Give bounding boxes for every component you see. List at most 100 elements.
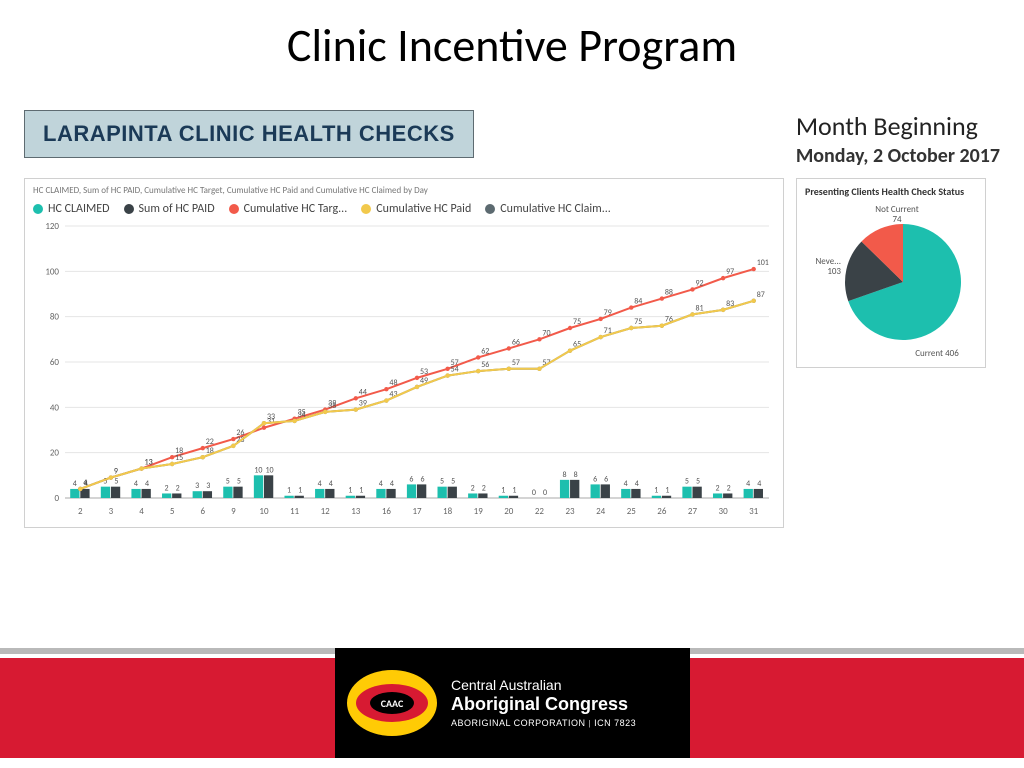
- combo-chart-svg: 0204060801001202345691011121316171819202…: [33, 220, 777, 520]
- svg-text:18: 18: [443, 506, 453, 517]
- svg-text:2: 2: [176, 483, 180, 493]
- svg-text:44: 44: [359, 387, 367, 397]
- svg-text:1: 1: [512, 486, 516, 496]
- svg-text:62: 62: [481, 346, 489, 356]
- svg-text:8: 8: [574, 470, 578, 480]
- svg-text:13: 13: [145, 458, 153, 468]
- footer-line2: Aboriginal Congress: [451, 694, 636, 715]
- svg-text:57: 57: [512, 358, 520, 368]
- svg-text:1: 1: [501, 486, 505, 496]
- svg-text:4: 4: [390, 479, 394, 489]
- svg-text:38: 38: [328, 401, 336, 411]
- caac-logo-icon: CAAC: [347, 670, 437, 736]
- svg-text:75: 75: [573, 317, 581, 327]
- svg-text:4: 4: [746, 479, 750, 489]
- svg-text:5: 5: [685, 477, 689, 487]
- svg-text:4: 4: [757, 479, 761, 489]
- svg-text:17: 17: [412, 506, 422, 517]
- svg-text:23: 23: [565, 506, 575, 517]
- svg-text:8: 8: [562, 470, 566, 480]
- svg-text:2: 2: [165, 483, 169, 493]
- footer-line1: Central Australian: [451, 677, 636, 693]
- month-block: Month Beginning Monday, 2 October 2017: [796, 110, 1000, 168]
- svg-text:10: 10: [254, 465, 262, 475]
- clinic-title: LARAPINTA CLINIC HEALTH CHECKS: [43, 121, 455, 146]
- svg-text:10: 10: [265, 465, 273, 475]
- svg-text:4: 4: [635, 479, 639, 489]
- svg-text:19: 19: [474, 506, 484, 517]
- svg-text:66: 66: [512, 337, 520, 347]
- svg-text:3: 3: [109, 506, 114, 517]
- svg-text:33: 33: [267, 412, 275, 422]
- svg-text:6: 6: [409, 474, 413, 484]
- svg-text:4: 4: [329, 479, 333, 489]
- svg-text:6: 6: [604, 474, 608, 484]
- svg-text:16: 16: [382, 506, 392, 517]
- svg-text:79: 79: [604, 308, 612, 318]
- svg-text:100: 100: [45, 266, 59, 277]
- svg-text:1: 1: [348, 486, 352, 496]
- svg-text:70: 70: [542, 328, 550, 338]
- month-date: Monday, 2 October 2017: [796, 144, 1000, 168]
- svg-text:56: 56: [481, 360, 489, 370]
- pie-title: Presenting Clients Health Check Status: [805, 185, 977, 198]
- svg-text:4: 4: [379, 479, 383, 489]
- svg-text:6: 6: [593, 474, 597, 484]
- svg-text:88: 88: [665, 288, 673, 298]
- svg-text:75: 75: [634, 317, 642, 327]
- svg-text:84: 84: [634, 297, 642, 307]
- svg-text:25: 25: [627, 506, 637, 517]
- svg-text:4: 4: [145, 479, 149, 489]
- svg-text:60: 60: [50, 357, 60, 368]
- svg-text:2: 2: [482, 483, 486, 493]
- svg-text:80: 80: [50, 312, 60, 323]
- pie-chart-svg: Current 406Neve...103Not Current74: [805, 200, 979, 364]
- svg-text:11: 11: [290, 506, 300, 517]
- svg-text:5: 5: [114, 477, 118, 487]
- svg-text:26: 26: [657, 506, 667, 517]
- svg-text:2: 2: [727, 483, 731, 493]
- svg-text:31: 31: [749, 506, 759, 517]
- svg-text:101: 101: [757, 258, 769, 268]
- svg-text:Current 406: Current 406: [915, 348, 959, 359]
- svg-text:54: 54: [451, 365, 459, 375]
- svg-text:24: 24: [596, 506, 606, 517]
- svg-text:2: 2: [471, 483, 475, 493]
- svg-text:2: 2: [716, 483, 720, 493]
- svg-text:0: 0: [54, 493, 59, 504]
- svg-text:5: 5: [170, 506, 175, 517]
- svg-text:1: 1: [359, 486, 363, 496]
- svg-text:48: 48: [389, 378, 397, 388]
- main-chart-legend: HC CLAIMEDSum of HC PAIDCumulative HC Ta…: [33, 202, 775, 216]
- svg-text:10: 10: [259, 506, 269, 517]
- svg-text:20: 20: [504, 506, 514, 517]
- svg-text:1: 1: [665, 486, 669, 496]
- svg-text:74: 74: [892, 214, 902, 225]
- svg-text:3: 3: [206, 481, 210, 491]
- slide-title: Clinic Incentive Program: [0, 0, 1024, 80]
- svg-text:40: 40: [50, 402, 60, 413]
- svg-text:4: 4: [139, 506, 144, 517]
- svg-text:81: 81: [695, 303, 703, 313]
- svg-text:5: 5: [451, 477, 455, 487]
- footer-logo: CAAC Central Australian Aboriginal Congr…: [335, 648, 690, 758]
- chart-description: HC CLAIMED, Sum of HC PAID, Cumulative H…: [33, 185, 775, 196]
- svg-text:12: 12: [321, 506, 331, 517]
- svg-text:0: 0: [532, 488, 536, 498]
- svg-text:3: 3: [195, 481, 199, 491]
- month-label: Month Beginning: [796, 110, 1000, 142]
- svg-text:27: 27: [688, 506, 698, 517]
- svg-text:4: 4: [624, 479, 628, 489]
- svg-text:97: 97: [726, 267, 734, 277]
- svg-text:5: 5: [696, 477, 700, 487]
- svg-text:6: 6: [200, 506, 205, 517]
- svg-text:4: 4: [73, 479, 77, 489]
- svg-text:5: 5: [440, 477, 444, 487]
- svg-text:5: 5: [237, 477, 241, 487]
- svg-text:1: 1: [287, 486, 291, 496]
- svg-text:5: 5: [226, 477, 230, 487]
- svg-text:4: 4: [134, 479, 138, 489]
- svg-text:20: 20: [50, 448, 60, 459]
- main-chart: HC CLAIMED, Sum of HC PAID, Cumulative H…: [24, 178, 784, 528]
- svg-text:92: 92: [695, 278, 703, 288]
